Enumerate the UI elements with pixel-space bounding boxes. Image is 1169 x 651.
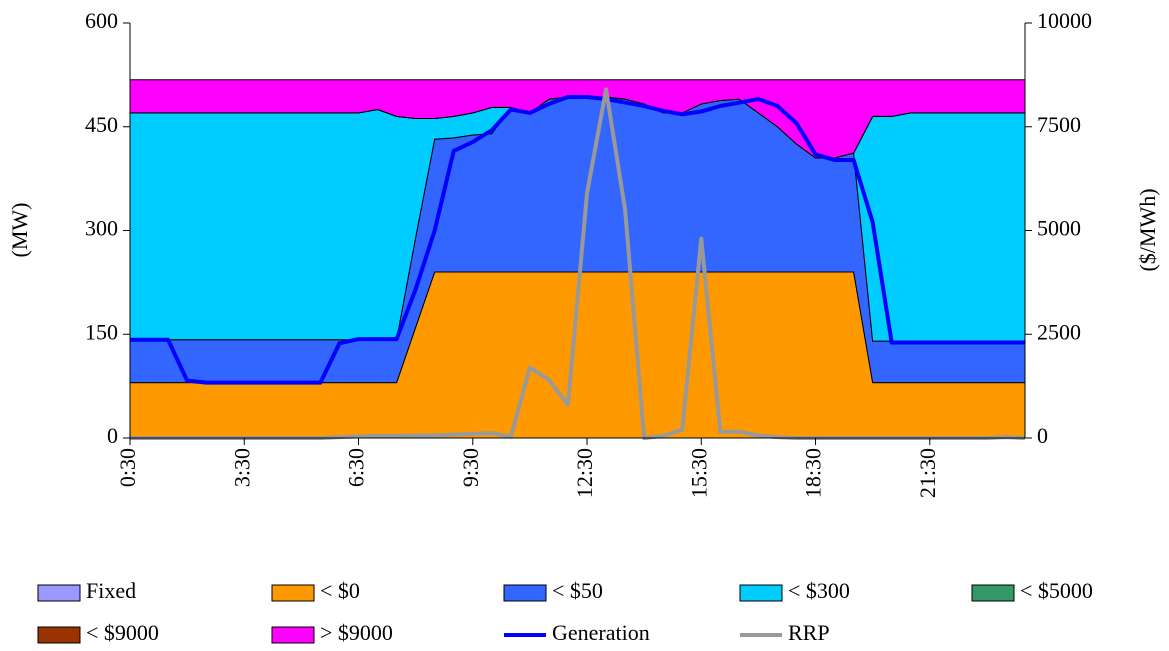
x-tick-label: 21:30	[915, 448, 940, 498]
y-tick-label: 0	[107, 423, 118, 448]
y-axis-label: (MW)	[7, 203, 32, 258]
legend-label: RRP	[788, 620, 830, 645]
legend-label: < $50	[552, 578, 603, 603]
legend-swatch	[971, 584, 1015, 602]
x-tick-label: 12:30	[572, 448, 597, 498]
y2-tick-label: 2500	[1037, 319, 1081, 344]
legend-label: < $300	[788, 578, 850, 603]
x-tick-label: 6:30	[344, 448, 369, 487]
legend-swatch	[37, 626, 81, 644]
y2-tick-label: 5000	[1037, 216, 1081, 241]
legend-swatch	[271, 584, 315, 602]
legend-swatch	[503, 584, 547, 602]
x-tick-label: 3:30	[229, 448, 254, 487]
y2-axis-label: ($/MWh)	[1135, 188, 1160, 271]
legend-label: Fixed	[86, 578, 136, 603]
y2-tick-label: 10000	[1037, 8, 1092, 33]
x-tick-label: 9:30	[458, 448, 483, 487]
legend-label: < $5000	[1020, 578, 1093, 603]
y2-tick-label: 0	[1037, 423, 1048, 448]
y-tick-label: 600	[85, 8, 118, 33]
legend-swatch	[271, 626, 315, 644]
y-tick-label: 150	[85, 319, 118, 344]
legend-swatch	[739, 584, 783, 602]
legend-label: < $0	[320, 578, 360, 603]
y-tick-label: 300	[85, 216, 118, 241]
legend-label: > $9000	[320, 620, 393, 645]
line	[130, 95, 1025, 385]
x-tick-label: 18:30	[801, 448, 826, 498]
legend-label: Generation	[552, 620, 650, 645]
y2-tick-label: 7500	[1037, 112, 1081, 137]
legend-label: < $9000	[86, 620, 159, 645]
x-tick-label: 15:30	[686, 448, 711, 498]
legend-swatch	[37, 584, 81, 602]
x-tick-label: 0:30	[115, 448, 140, 487]
y-tick-label: 450	[85, 112, 118, 137]
